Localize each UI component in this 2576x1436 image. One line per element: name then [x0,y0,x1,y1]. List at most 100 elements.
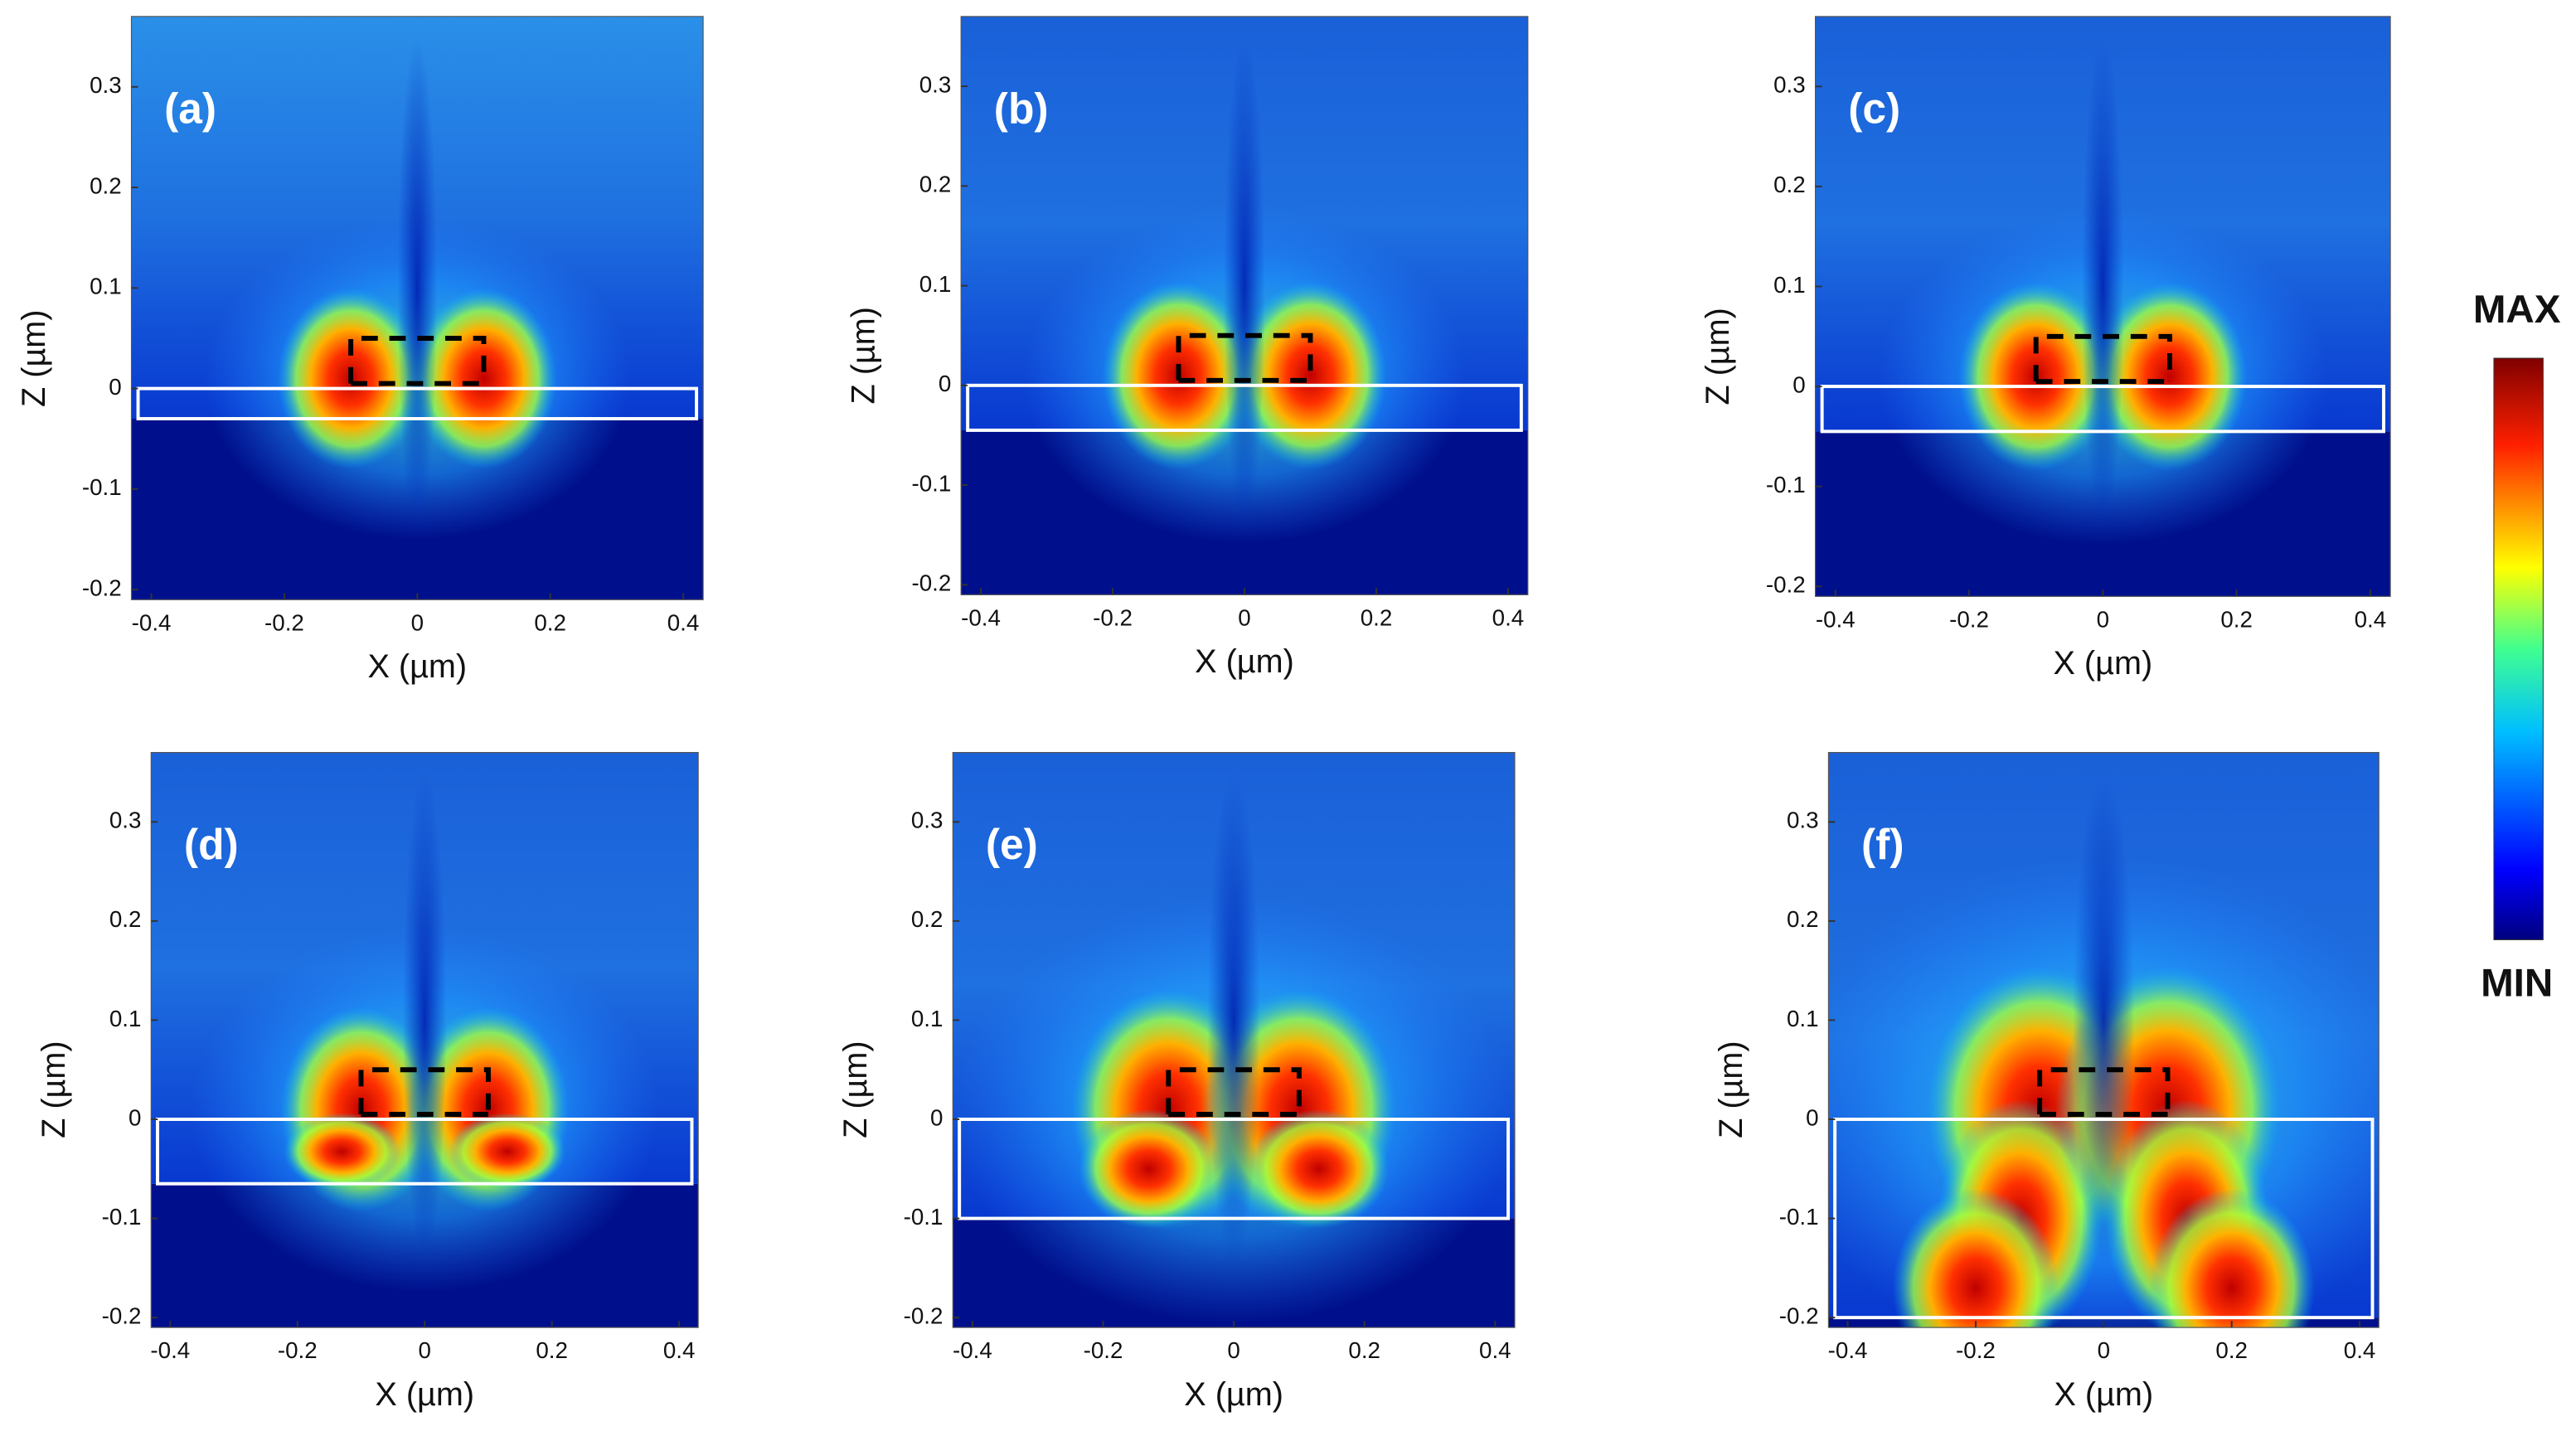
panel: -0.4 -0.2 0 0.2 0.4 -0.2 -0.1 0 0.1 0.2 0.3 X (µm) Z… [36,751,699,1413]
particle-outline [2033,333,2172,385]
y-axis-label: Z (µm) [846,307,882,404]
field [1815,16,2391,597]
y-tick-label: -0.2 [102,1303,142,1328]
hot-spot [1892,1188,2059,1328]
y-axis-label: Z (µm) [16,310,52,407]
x-tick-label: -0.4 [132,609,172,635]
panel: -0.4 -0.2 0 0.2 0.4 -0.2 -0.1 0 0.1 0.2 0.3 X (µm) Z… [846,16,1529,680]
y-tick-label: 0 [1793,371,1805,397]
x-axis-label: X (µm) [2053,645,2152,682]
y-axis-label: Z (µm) [837,1041,874,1138]
y-tick-label: 0 [129,1104,141,1130]
x-axis-label: X (µm) [367,648,467,685]
panel-label: (a) [164,84,216,132]
y-axis-label: Z (µm) [1700,308,1736,405]
x-tick-label: 0.2 [536,1337,568,1363]
particle-outline [358,1067,491,1118]
y-axis-label: Z (µm) [1713,1041,1749,1138]
x-tick-label: 0 [411,609,424,635]
substrate-outline [1820,385,2386,434]
x-tick-label: -0.2 [278,1337,318,1363]
y-tick-label: -0.2 [904,1303,944,1328]
y-tick-label: 0.2 [109,906,142,932]
y-tick-label: 0.3 [1773,72,1806,98]
x-tick-label: 0.2 [2220,606,2253,632]
colorbar-min: MIN [2481,962,2553,1006]
x-tick-label: -0.4 [953,1337,992,1363]
colorbar-max: MAX [2473,288,2561,332]
cold-gap [397,36,438,540]
cold-gap [1207,772,1261,1269]
cold-gap [1223,36,1266,536]
particle-outline [2037,1067,2171,1118]
y-tick-label: 0.2 [90,172,122,198]
panel-label: (c) [1848,84,1900,132]
y-tick-label: 0.2 [919,172,952,197]
x-tick-label: 0.4 [1479,1337,1511,1363]
field [961,16,1528,595]
y-tick-label: -0.1 [904,1204,944,1230]
y-tick-label: 0 [109,374,121,400]
colorbar [2493,357,2544,940]
y-tick-label: 0 [939,371,951,396]
x-tick-label: 0.4 [2344,1337,2376,1363]
x-tick-label: 0.2 [2215,1337,2248,1363]
y-tick-label: 0 [930,1104,943,1130]
y-tick-label: -0.1 [102,1204,142,1230]
hot-spot [283,1113,401,1191]
y-tick-label: -0.2 [82,575,122,601]
panel: -0.4 -0.2 0 0.2 0.4 -0.2 -0.1 0 0.1 0.2 0.3 X (µm) Z… [1713,751,2380,1413]
x-tick-label: -0.4 [1816,606,1856,632]
y-tick-label: 0.2 [1773,172,1806,197]
substrate-outline [966,383,1523,432]
x-tick-label: 0.4 [2355,606,2387,632]
particle-outline [348,336,487,386]
hot-spot [1078,1109,1220,1229]
cold-gap [2081,36,2124,536]
y-tick-label: 0.1 [1773,272,1806,298]
y-tick-label: 0.2 [1787,906,1819,932]
x-tick-label: -0.2 [1093,604,1133,630]
x-tick-label: -0.2 [1949,606,1989,632]
x-axis-label: X (µm) [1184,1376,1283,1413]
x-tick-label: -0.2 [264,609,304,635]
x-tick-label: 0.4 [667,609,700,635]
x-tick-label: 0.2 [1361,604,1393,630]
y-tick-label: 0 [1806,1104,1818,1130]
panel-label: (d) [184,820,239,868]
x-axis-label: X (µm) [375,1376,474,1413]
x-tick-label: -0.2 [1084,1337,1123,1363]
hot-spot [1248,1109,1390,1229]
panel: -0.4 -0.2 0 0.2 0.4 -0.2 -0.1 0 0.1 0.2 0.3 X (µm) Z… [837,751,1516,1413]
y-tick-label: 0.3 [109,808,142,833]
y-tick-label: -0.2 [911,570,951,596]
cold-gap [402,772,447,1269]
x-tick-label: 0 [419,1337,431,1363]
y-tick-label: 0.1 [919,271,952,297]
x-tick-label: 0 [1238,604,1250,630]
x-tick-label: 0 [1227,1337,1239,1363]
panel-label: (f) [1861,820,1904,868]
panel: -0.4 -0.2 0 0.2 0.4 -0.2 -0.1 0 0.1 0.2 0.3 X (µm) Z… [1700,16,2391,682]
x-tick-label: -0.2 [1956,1337,1996,1363]
x-tick-label: -0.4 [961,604,1001,630]
y-tick-label: 0.3 [1787,808,1819,833]
y-tick-label: -0.1 [911,470,951,496]
field [953,752,1515,1328]
particle-outline [1166,1067,1302,1118]
y-tick-label: 0.3 [911,808,944,833]
y-tick-label: -0.1 [1766,472,1806,497]
hot-spot [2092,282,2248,471]
field [151,752,699,1328]
hot-spot [449,1113,566,1191]
panel-label: (e) [986,820,1038,868]
substrate-outline [155,1118,694,1186]
y-tick-label: 0.1 [911,1006,944,1031]
x-tick-label: 0.2 [534,609,566,635]
y-tick-label: 0.3 [90,72,122,98]
cold-gap [2073,772,2135,1269]
y-tick-label: -0.1 [82,474,122,500]
x-tick-label: 0.4 [663,1337,696,1363]
x-tick-label: 0.4 [1492,604,1525,630]
x-tick-label: 0 [2098,1337,2110,1363]
